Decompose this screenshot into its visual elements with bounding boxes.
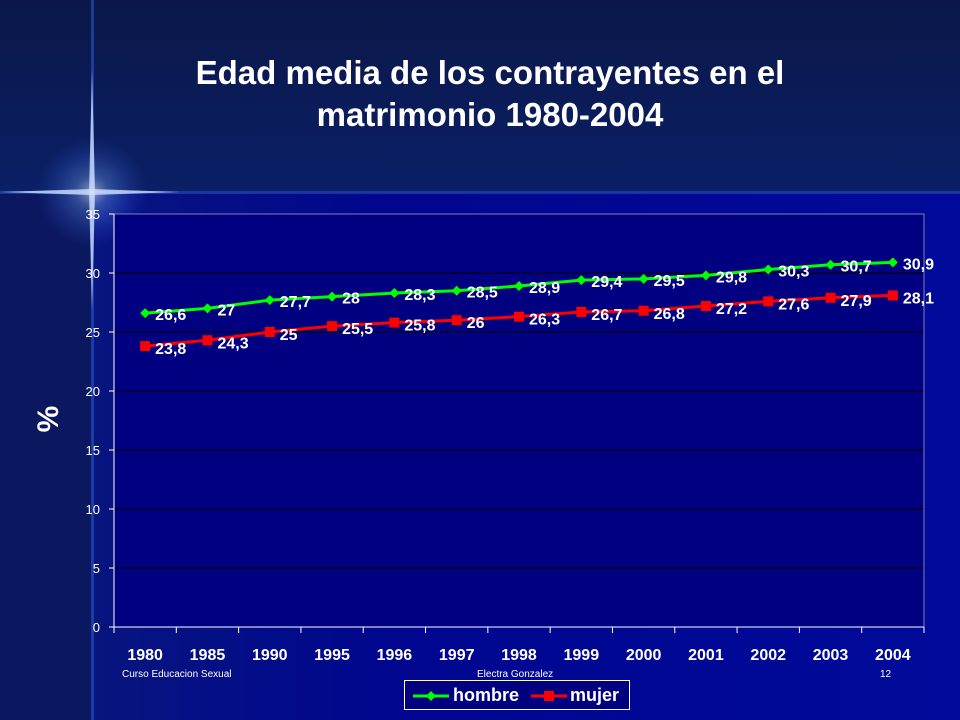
chart-title: Edad media de los contrayentes en el mat… xyxy=(100,52,880,136)
data-point-hombre xyxy=(576,275,587,286)
x-tick-label: 2000 xyxy=(626,647,662,664)
x-tick-label: 2001 xyxy=(688,647,724,664)
data-point-hombre xyxy=(202,303,213,314)
chart-title-line-1: Edad media de los contrayentes en el xyxy=(195,54,785,91)
data-label-mujer: 27,9 xyxy=(841,293,872,310)
data-label-mujer: 26,8 xyxy=(654,306,685,323)
data-point-hombre xyxy=(451,285,462,296)
y-tick-label: 25 xyxy=(86,325,100,340)
x-tick-label: 2002 xyxy=(750,647,786,664)
data-point-mujer xyxy=(763,296,774,307)
data-label-mujer: 26 xyxy=(467,315,485,332)
y-tick-label: 0 xyxy=(93,620,100,635)
data-label-mujer: 27,6 xyxy=(778,296,809,313)
y-tick-label: 35 xyxy=(86,207,100,222)
data-label-hombre: 28,3 xyxy=(404,287,435,304)
data-label-hombre: 30,3 xyxy=(778,263,809,280)
y-axis-label: % xyxy=(32,406,65,433)
footer-author: Electra Gonzalez xyxy=(477,669,554,680)
data-label-hombre: 28 xyxy=(342,291,360,308)
x-tick-label: 1980 xyxy=(127,647,163,664)
data-point-mujer xyxy=(202,335,213,346)
data-point-hombre xyxy=(264,295,275,306)
x-tick-label: 1996 xyxy=(377,647,413,664)
data-point-mujer xyxy=(887,290,898,301)
data-point-mujer xyxy=(700,301,711,312)
data-point-mujer xyxy=(140,341,151,352)
legend-marker-hombre xyxy=(426,691,436,701)
data-label-hombre: 27,7 xyxy=(280,294,311,311)
x-tick-label: 1990 xyxy=(252,647,288,664)
data-label-mujer: 28,1 xyxy=(903,290,934,307)
y-tick-label: 15 xyxy=(86,443,100,458)
data-point-mujer xyxy=(327,321,338,332)
data-point-hombre xyxy=(514,280,524,291)
data-label-hombre: 28,5 xyxy=(467,285,498,302)
data-point-hombre xyxy=(825,259,836,270)
data-label-hombre: 30,9 xyxy=(903,256,934,273)
data-point-hombre xyxy=(763,264,774,275)
data-label-hombre: 27 xyxy=(217,302,235,319)
y-tick-label: 5 xyxy=(93,561,100,576)
data-label-hombre: 28,9 xyxy=(529,280,560,297)
data-label-mujer: 23,8 xyxy=(155,341,186,358)
data-label-mujer: 25,5 xyxy=(342,321,373,338)
data-point-mujer xyxy=(389,317,400,328)
y-tick-label: 20 xyxy=(86,384,100,399)
x-tick-label: 2003 xyxy=(813,647,849,664)
chart-title-line-2: matrimonio 1980-2004 xyxy=(316,96,664,133)
footer-course: Curso Educacion Sexual xyxy=(122,669,232,680)
data-label-mujer: 26,3 xyxy=(529,312,560,329)
data-point-hombre xyxy=(638,273,649,284)
data-label-hombre: 29,5 xyxy=(654,273,685,290)
chart-legend: hombre mujer xyxy=(404,680,630,710)
data-point-hombre xyxy=(700,270,711,281)
footer-page-number: 12 xyxy=(880,669,892,680)
data-label-mujer: 24,3 xyxy=(217,335,248,352)
x-tick-label: 1998 xyxy=(501,647,537,664)
y-tick-label: 10 xyxy=(86,502,100,517)
x-tick-label: 2004 xyxy=(875,647,911,664)
data-point-mujer xyxy=(264,327,275,337)
legend-entry-hombre: hombre xyxy=(453,685,520,705)
y-tick-label: 30 xyxy=(86,266,100,281)
data-label-mujer: 26,7 xyxy=(591,307,622,324)
data-label-hombre: 29,8 xyxy=(716,269,747,286)
data-label-hombre: 26,6 xyxy=(155,307,186,324)
x-tick-label: 1999 xyxy=(564,647,600,664)
data-point-mujer xyxy=(825,292,836,303)
data-point-hombre xyxy=(327,291,338,302)
data-label-hombre: 29,4 xyxy=(591,274,622,291)
data-point-hombre xyxy=(389,288,400,299)
data-label-mujer: 27,2 xyxy=(716,301,747,318)
data-label-mujer: 25,8 xyxy=(404,318,435,335)
data-point-mujer xyxy=(638,305,649,316)
data-label-mujer: 25 xyxy=(280,327,298,344)
x-tick-label: 1995 xyxy=(314,647,350,664)
data-point-mujer xyxy=(514,311,524,322)
data-point-hombre xyxy=(140,308,151,319)
data-point-hombre xyxy=(887,257,898,268)
data-point-mujer xyxy=(576,306,587,317)
x-tick-label: 1985 xyxy=(190,647,226,664)
x-tick-label: 1997 xyxy=(439,647,475,664)
data-point-mujer xyxy=(451,315,462,326)
legend-entry-mujer: mujer xyxy=(570,685,620,705)
legend-marker-mujer xyxy=(544,691,554,701)
data-label-hombre: 30,7 xyxy=(841,259,872,276)
